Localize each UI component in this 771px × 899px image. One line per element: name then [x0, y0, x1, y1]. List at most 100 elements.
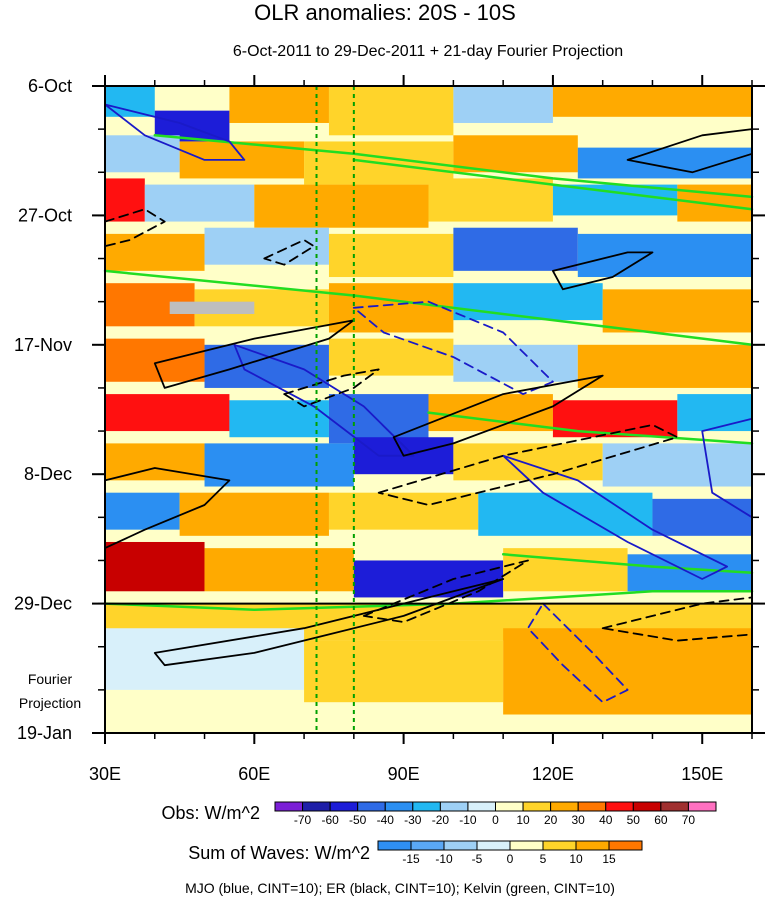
olr-cell	[503, 628, 752, 715]
olr-cell	[478, 492, 653, 536]
olr-cell	[105, 86, 155, 117]
colorbar-tick-label: 60	[654, 813, 668, 827]
colorbar-swatch	[608, 840, 643, 851]
olr-cell	[105, 541, 205, 592]
colorbar-swatch	[274, 801, 304, 812]
olr-cell	[677, 394, 752, 432]
x-tick-label: 120E	[532, 764, 574, 784]
kelvin-contour	[153, 134, 754, 199]
kelvin-contour	[103, 269, 754, 347]
olr-cell	[105, 394, 230, 432]
mjo-contour	[104, 103, 246, 161]
mjo-contour	[233, 343, 415, 457]
olr-cell	[304, 640, 504, 703]
axes: 6-Oct 27-Oct 17-Nov 8-Dec 29-Dec 19-Jan 30E 60E…	[14, 75, 765, 784]
olr-cell	[602, 443, 752, 487]
olr-cell	[453, 86, 553, 123]
olr-cell	[105, 492, 180, 530]
olr-cell	[204, 548, 354, 592]
colorbar-swatch	[605, 801, 634, 812]
olr-cell	[254, 184, 429, 228]
colorbar-tick-label: 15	[602, 852, 616, 866]
olr-cell	[229, 86, 329, 123]
colorbar-tick-label: 0	[507, 852, 514, 866]
colorbar-swatch	[575, 840, 610, 851]
colorbar-tick-label: -10	[459, 813, 477, 827]
colorbar-swatch	[329, 801, 359, 812]
colorbar-tick-label: -40	[377, 813, 395, 827]
colorbar-swatch	[476, 840, 511, 851]
colorbar-tick-label: -20	[432, 813, 450, 827]
chart-subtitle: 6-Oct-2011 to 29-Dec-2011 + 21-day Fouri…	[233, 43, 623, 60]
olr-cell	[453, 227, 578, 271]
colorbar-swatch	[550, 801, 579, 812]
colorbar-swatch	[632, 801, 662, 812]
colorbar-tick-label: 10	[516, 813, 530, 827]
colorbar-swatch	[467, 801, 496, 812]
colorbar-tick-label: 70	[682, 813, 696, 827]
colorbar-swatch	[377, 840, 412, 851]
olr-cell	[144, 184, 255, 222]
projection-label-line1: Fourier	[28, 671, 73, 687]
olr-cell	[105, 233, 205, 271]
obs-colorbar: -70 -60 -50 -40 -30 -20 -10 0 10 20 30 40 50 60 70	[274, 801, 717, 827]
olr-cell	[328, 86, 454, 136]
olr-cell	[105, 443, 205, 481]
y-tick-label: 27-Oct	[18, 205, 72, 225]
projection-label-line2: Projection	[19, 695, 81, 711]
waves-colorbar-label: Sum of Waves: W/m^2	[188, 843, 370, 863]
colorbar-tick-label: 50	[627, 813, 641, 827]
olr-cell	[105, 135, 180, 173]
olr-cell	[552, 86, 752, 117]
er-contour	[552, 251, 654, 291]
x-tick-label: 30E	[89, 764, 121, 784]
olr-cell	[577, 233, 752, 278]
colorbar-swatch	[577, 801, 607, 812]
colorbar-tick-label: 30	[572, 813, 586, 827]
colorbar-tick-label: -60	[321, 813, 339, 827]
colorbar-tick-label: -30	[404, 813, 422, 827]
colorbar-tick-label: -10	[435, 852, 453, 866]
x-tick-label: 90E	[388, 764, 420, 784]
colorbar-tick-label: 20	[544, 813, 558, 827]
colorbar-swatch	[542, 840, 577, 851]
olr-cell	[353, 560, 504, 598]
olr-cell	[652, 498, 752, 536]
footer-legend: MJO (blue, CINT=10); ER (black, CINT=10)…	[185, 880, 615, 896]
er-contour	[362, 559, 529, 623]
olr-cell	[453, 344, 578, 382]
olr-cell	[179, 492, 329, 536]
colorbar-tick-label: -5	[472, 852, 483, 866]
missing-data-cell	[169, 301, 255, 314]
olr-cell	[453, 283, 603, 321]
colorbar-swatch	[410, 840, 445, 851]
colorbar-swatch	[522, 801, 552, 812]
colorbar-swatch	[509, 840, 544, 851]
obs-colorbar-label: Obs: W/m^2	[162, 803, 260, 823]
er-contour	[283, 368, 380, 408]
olr-cell	[105, 338, 205, 382]
colorbar-tick-label: -50	[349, 813, 367, 827]
colorbar-swatch	[384, 801, 414, 812]
colorbar-tick-label: -70	[294, 813, 312, 827]
plot-area	[103, 86, 754, 733]
mjo-contour	[502, 454, 728, 580]
y-tick-label: 6-Oct	[28, 76, 72, 96]
y-tick-label: 29-Dec	[14, 594, 72, 614]
colorbar-swatch	[357, 801, 386, 812]
olr-cell	[328, 338, 454, 376]
kelvin-contour	[352, 158, 754, 211]
colorbar-tick-label: -15	[402, 852, 420, 866]
x-tick-label: 60E	[238, 764, 270, 784]
olr-cell	[577, 147, 752, 179]
y-tick-label: 8-Dec	[24, 464, 72, 484]
olr-cell	[328, 394, 429, 444]
colorbar-tick-label: 10	[569, 852, 583, 866]
olr-cell	[328, 233, 454, 278]
y-tick-label: 19-Jan	[17, 723, 72, 743]
er-contour	[153, 319, 355, 389]
colorbar-tick-label: 0	[492, 813, 499, 827]
colorbar-swatch	[412, 801, 441, 812]
chart-title: OLR anomalies: 20S - 10S	[254, 0, 516, 25]
